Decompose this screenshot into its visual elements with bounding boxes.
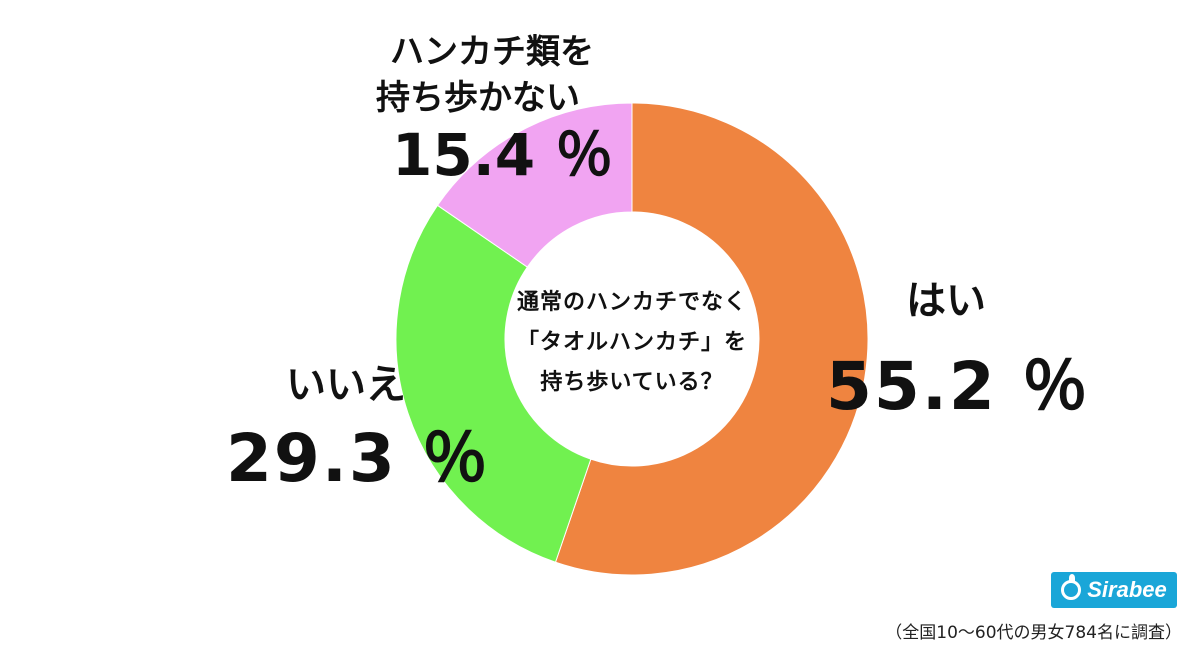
- chart-question-line-3: 持ち歩いている？: [540, 370, 724, 395]
- sirabee-logo: Sirabee: [1051, 572, 1177, 608]
- slice-label-no-handkerchief-line-1: ハンカチ類を: [390, 32, 594, 72]
- donut-slice-yes: [554, 102, 869, 576]
- sirabee-logo-icon: [1061, 574, 1082, 600]
- slice-value-yes: 55.2 ％: [826, 348, 1090, 425]
- chart-question-line-2: 「タオルハンカチ」を: [516, 330, 747, 355]
- slice-value-no: 29.3 ％: [226, 420, 490, 497]
- slice-value-no-handkerchief: 15.4 ％: [392, 121, 614, 189]
- donut-slice-no-handkerchief: [436, 102, 633, 268]
- sirabee-logo-text: Sirabee: [1087, 577, 1167, 602]
- slice-label-yes: はい: [906, 278, 986, 324]
- survey-note: （全国10〜60代の男女784名に調査）: [885, 623, 1182, 643]
- slice-label-no-handkerchief-line-2: 持ち歩かない: [376, 78, 580, 118]
- chart-question-line-1: 通常のハンカチでなく: [516, 290, 747, 315]
- slice-label-no: いいえ: [286, 362, 406, 408]
- donut-slice-no: [395, 204, 592, 563]
- chart-question: 通常のハンカチでなく 「タオルハンカチ」を 持ち歩いている？: [502, 283, 762, 403]
